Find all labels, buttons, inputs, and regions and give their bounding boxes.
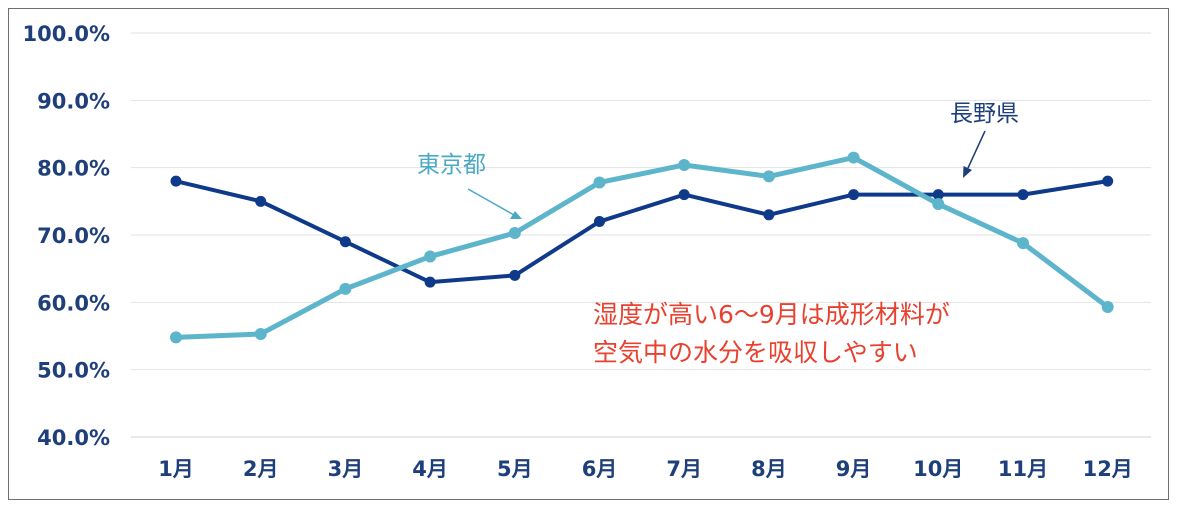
data-point (1017, 237, 1029, 250)
x-tick-label: 9月 (836, 457, 872, 481)
nagano-arrow (967, 130, 986, 169)
data-point (1101, 301, 1114, 314)
data-point (255, 195, 267, 207)
data-point (678, 158, 691, 171)
y-axis-ticks: 40.0% 50.0% 60.0% 70.0% 80.0% 90.0% 100.0% (23, 22, 110, 450)
series-line (175, 179, 1109, 285)
series-nagano (170, 175, 1114, 288)
data-point (424, 276, 436, 288)
series-line (175, 155, 1110, 340)
note-line-1: 湿度が高い6〜9月は成形材料が (593, 300, 950, 329)
tokyo-arrowhead (510, 211, 522, 219)
data-point (593, 176, 606, 189)
chart-frame (8, 8, 1169, 500)
data-point (339, 236, 351, 248)
x-tick-label: 7月 (666, 457, 702, 481)
series-layer (170, 151, 1114, 344)
data-point (424, 250, 437, 263)
data-point (508, 226, 521, 239)
y-tick-label: 60.0% (37, 291, 110, 315)
data-point (678, 189, 690, 201)
gridlines (131, 32, 1151, 438)
x-tick-label: 10月 (913, 457, 963, 481)
x-tick-label: 11月 (998, 457, 1048, 481)
data-point (509, 269, 521, 281)
x-tick-label: 2月 (243, 457, 279, 481)
tokyo-series-label: 東京都 (417, 152, 486, 178)
data-point (254, 327, 267, 340)
nagano-series-label: 長野県 (950, 101, 1019, 127)
x-tick-label: 12月 (1083, 457, 1133, 481)
data-point (170, 175, 182, 187)
data-point (1017, 189, 1029, 201)
data-point (594, 216, 605, 228)
y-tick-label: 70.0% (37, 224, 110, 248)
annotation-arrows (467, 130, 986, 219)
data-point (339, 282, 352, 295)
x-tick-label: 6月 (582, 457, 618, 481)
data-point (847, 151, 860, 164)
x-axis-ticks: 1月 2月 3月 4月 5月 6月 7月 8月 9月 10月 11月 12月 (158, 457, 1133, 481)
y-tick-label: 90.0% (37, 89, 110, 113)
x-tick-label: 1月 (158, 457, 194, 481)
data-point (170, 331, 182, 344)
x-tick-label: 5月 (497, 457, 533, 481)
tokyo-arrow (467, 188, 515, 216)
data-point (762, 170, 775, 183)
data-point (932, 189, 944, 201)
y-tick-label: 80.0% (37, 157, 110, 181)
x-tick-label: 8月 (751, 457, 787, 481)
series-tokyo (170, 151, 1114, 344)
data-point (848, 189, 860, 201)
note-line-2: 空気中の水分を吸収しやすい (593, 338, 918, 367)
y-tick-label: 100.0% (23, 22, 110, 46)
data-point (1102, 175, 1114, 187)
x-tick-label: 3月 (328, 457, 364, 481)
y-tick-label: 40.0% (37, 426, 110, 450)
y-tick-label: 50.0% (37, 359, 110, 383)
x-tick-label: 4月 (412, 457, 448, 481)
data-point (932, 198, 945, 211)
data-point (763, 209, 775, 221)
nagano-arrowhead (963, 166, 972, 178)
